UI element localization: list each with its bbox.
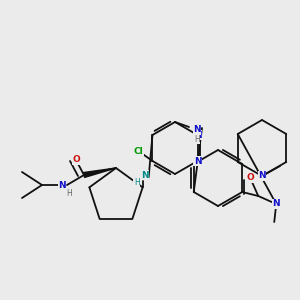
Text: N: N	[194, 157, 201, 166]
Text: N: N	[258, 172, 266, 181]
Text: O: O	[246, 173, 254, 182]
Polygon shape	[83, 168, 116, 177]
Text: H: H	[134, 178, 140, 187]
Text: N: N	[193, 125, 201, 134]
Text: N: N	[141, 171, 148, 180]
Text: N: N	[58, 181, 66, 190]
Text: Cl: Cl	[134, 146, 143, 155]
Text: N: N	[272, 200, 280, 208]
Text: H: H	[66, 188, 72, 197]
Text: O: O	[72, 155, 80, 164]
Text: N: N	[194, 130, 201, 140]
Text: H: H	[194, 134, 200, 143]
